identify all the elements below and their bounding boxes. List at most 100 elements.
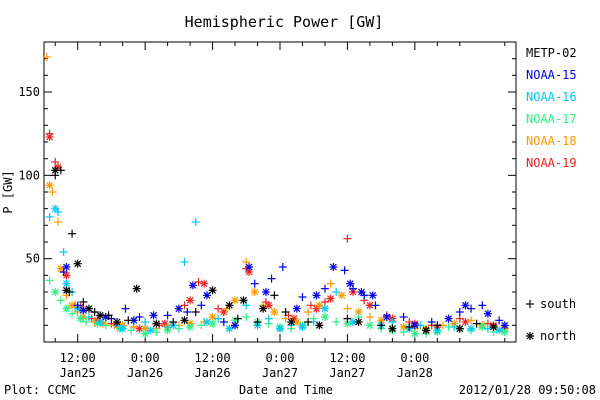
south-marker	[73, 301, 82, 310]
north-marker	[239, 296, 248, 305]
south-marker	[320, 284, 329, 293]
y-tick-label: 50	[26, 252, 40, 266]
north-marker	[45, 181, 54, 190]
south-marker	[90, 308, 99, 316]
south-marker	[281, 308, 290, 316]
south-marker	[326, 279, 335, 288]
legend-entry: NOAA-17	[526, 112, 577, 126]
south-marker	[332, 318, 341, 326]
north-marker	[152, 319, 161, 328]
north-marker	[298, 323, 307, 331]
north-marker	[132, 284, 141, 293]
x-tick-date-label: Jan25	[60, 366, 96, 380]
north-marker	[62, 279, 71, 288]
north-marker	[113, 318, 122, 326]
south-marker	[242, 313, 251, 321]
x-tick-date-label: Jan26	[195, 366, 231, 380]
south-marker	[124, 316, 133, 325]
south-marker	[127, 326, 136, 335]
marker-legend: south north	[526, 297, 576, 343]
data-markers	[42, 53, 509, 338]
south-marker	[135, 313, 144, 321]
south-marker	[45, 213, 54, 221]
north-marker	[365, 321, 374, 330]
north-marker	[337, 291, 346, 300]
plot-credit: Plot: CCMC	[4, 383, 76, 397]
north-marker	[45, 133, 54, 141]
south-marker	[68, 229, 77, 238]
south-marker	[467, 316, 476, 325]
south-marker	[253, 318, 262, 326]
north-marker	[287, 318, 296, 326]
south-marker	[343, 314, 352, 323]
legend-entry: NOAA-19	[526, 156, 577, 170]
south-marker	[340, 266, 349, 275]
north-marker	[259, 304, 268, 313]
north-marker	[329, 263, 338, 271]
south-marker	[163, 323, 172, 331]
south-marker	[365, 313, 374, 321]
south-marker	[304, 308, 313, 316]
x-tick-time-label: 12:00	[329, 351, 365, 365]
north-marker	[422, 326, 431, 335]
south-marker	[214, 304, 223, 313]
south-marker	[405, 323, 414, 331]
north-marker	[84, 304, 93, 313]
north-marker	[245, 263, 254, 271]
south-marker	[472, 319, 481, 328]
north-marker	[135, 324, 144, 333]
north-marker	[76, 314, 85, 323]
south-marker	[197, 321, 206, 330]
south-marker	[455, 308, 464, 316]
north-marker	[225, 324, 234, 333]
north-marker	[346, 279, 355, 288]
north-marker	[62, 271, 71, 280]
south-marker	[306, 301, 315, 310]
north-legend-symbol	[526, 332, 534, 340]
north-marker	[51, 204, 60, 213]
north-marker	[500, 321, 509, 330]
north-marker	[315, 301, 324, 310]
south-marker	[214, 314, 223, 323]
south-marker	[304, 318, 313, 326]
x-tick-time-label: 12:00	[195, 351, 231, 365]
y-axis-ticks: 50 100 150	[18, 58, 516, 326]
south-marker	[54, 218, 63, 226]
south-marker	[82, 318, 91, 326]
x-tick-time-label: 0:00	[266, 351, 295, 365]
x-tick-time-label: 0:00	[131, 351, 160, 365]
north-marker	[149, 311, 158, 320]
north-marker	[368, 291, 377, 300]
north-marker	[357, 288, 366, 296]
plot-frame	[43, 41, 517, 343]
north-marker	[388, 324, 397, 333]
south-marker	[371, 301, 380, 310]
x-tick-time-label: 0:00	[400, 351, 429, 365]
north-marker	[174, 304, 183, 313]
north-marker	[186, 296, 195, 305]
north-marker	[276, 324, 284, 333]
north-marker	[245, 268, 254, 276]
marker-legend-label: south	[540, 297, 576, 311]
south-marker	[183, 308, 192, 316]
north-marker	[461, 301, 470, 310]
south-marker	[219, 318, 228, 326]
south-marker	[163, 311, 172, 320]
south-marker	[48, 188, 57, 196]
south-marker	[267, 274, 276, 283]
south-marker	[59, 248, 68, 256]
south-marker	[427, 318, 436, 326]
south-marker	[191, 308, 200, 316]
north-marker	[51, 166, 60, 175]
south-marker	[399, 313, 408, 321]
north-marker	[354, 318, 363, 326]
south-marker	[68, 309, 77, 318]
south-marker	[180, 258, 189, 266]
legend-entry: METP-02	[526, 46, 577, 60]
chart-title: Hemispheric Power [GW]	[185, 13, 384, 31]
north-marker	[231, 296, 240, 305]
south-marker	[399, 328, 408, 336]
north-marker	[261, 288, 270, 296]
legend-entry: NOAA-18	[526, 134, 577, 148]
south-marker	[45, 276, 54, 285]
